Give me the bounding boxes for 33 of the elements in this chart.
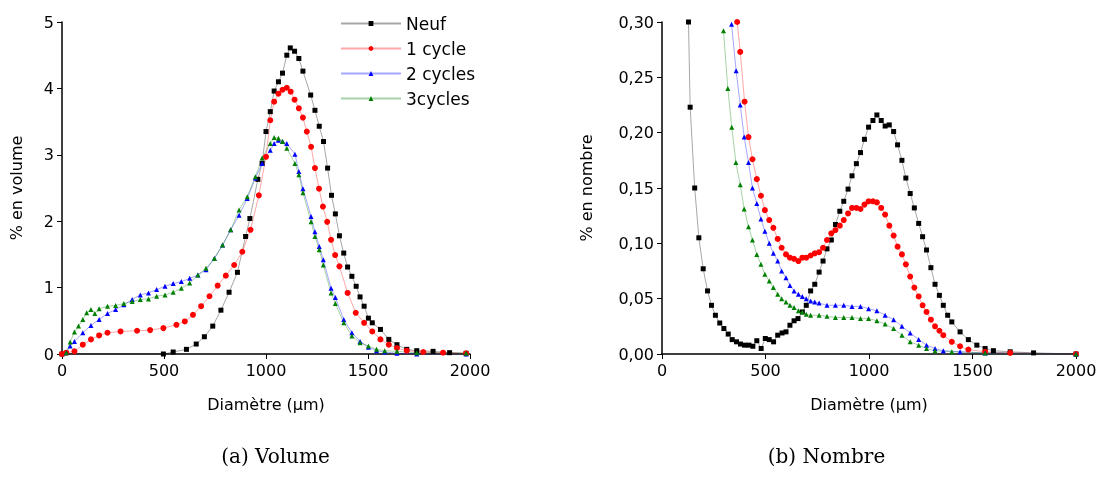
y-tick-label: 4 (43, 78, 54, 98)
y-tick-label: 0,25 (618, 67, 654, 87)
y-axis-title: % en nombre (576, 134, 596, 242)
y-tick-label: 0,00 (618, 344, 654, 364)
x-tick-label: 500 (148, 360, 180, 380)
y-tick-label: 2 (43, 211, 54, 231)
y-tick-label: 0 (43, 344, 54, 364)
y-tick-label: 3 (43, 145, 54, 165)
y-tick-label: 0,05 (618, 289, 654, 309)
legend-label: Neuf (405, 13, 447, 34)
text: (a) Volume (221, 444, 330, 468)
x-tick-label: 1000 (245, 360, 287, 380)
text: (b) Nombre (767, 444, 886, 468)
legend-label: 1 cycle (405, 38, 467, 59)
legend-label: 2 cycles (405, 63, 476, 84)
x-tick-label: 500 (750, 360, 781, 380)
y-tick-label: 5 (43, 12, 54, 32)
x-tick-label: 0 (656, 360, 668, 380)
legend-label: 3cycles (405, 88, 470, 109)
x-axis-title: Diamètre (μm) (207, 394, 325, 414)
y-tick-label: 0,20 (618, 123, 654, 143)
y-tick-label: 0,30 (618, 12, 654, 32)
x-tick-label: 1500 (952, 360, 993, 380)
x-tick-label: 1000 (848, 360, 890, 380)
y-tick-label: 1 (43, 278, 54, 298)
x-axis-title: Diamètre (μm) (810, 394, 928, 414)
y-tick-label: 0,15 (618, 178, 654, 198)
x-tick-label: 2000 (449, 360, 491, 380)
x-tick-label: 1500 (347, 360, 389, 380)
x-tick-label: 2000 (1055, 360, 1097, 380)
y-axis-title: % en volume (6, 135, 26, 241)
x-tick-label: 0 (56, 360, 68, 380)
y-tick-label: 0,10 (618, 233, 654, 253)
